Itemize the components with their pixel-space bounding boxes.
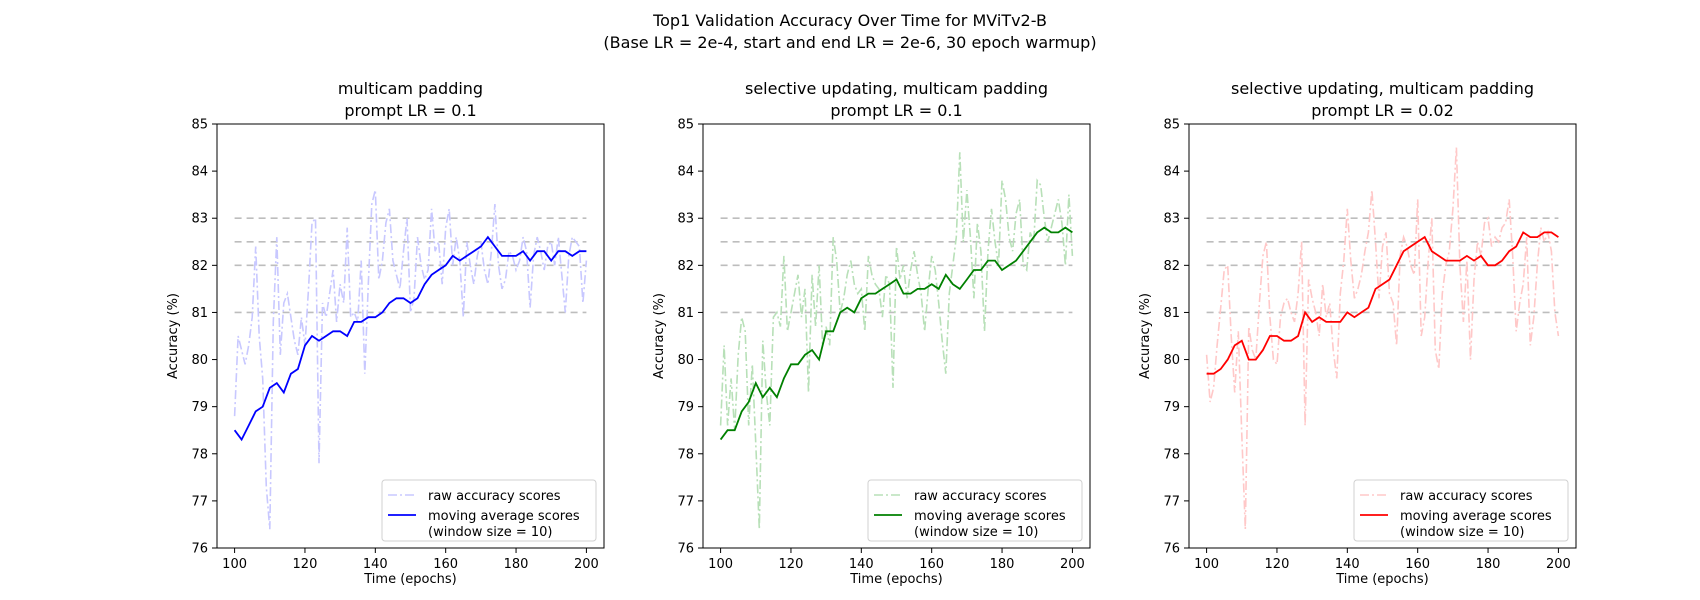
y-tick-label: 85 [1163, 118, 1180, 133]
y-tick-label: 83 [1163, 212, 1180, 227]
raw-series-line [1205, 147, 1560, 530]
y-tick-label: 84 [677, 165, 694, 180]
x-tick-label: 140 [363, 557, 388, 572]
x-tick-label: 120 [1265, 557, 1290, 572]
legend-label: moving average scores [914, 509, 1066, 524]
y-tick-label: 76 [677, 542, 694, 557]
legend-box [867, 479, 1083, 542]
chart-panel-3: selective updating, multicam padding prom… [1138, 79, 1577, 587]
y-axis-label: Accuracy (%) [166, 293, 181, 379]
x-tick-label: 140 [1335, 557, 1360, 572]
y-tick-label: 80 [677, 353, 694, 368]
legend-label: moving average scores [1400, 509, 1552, 524]
chart-title: prompt LR = 0.02 [1311, 101, 1454, 120]
y-axis-label: Accuracy (%) [1138, 293, 1153, 379]
x-tick-label: 120 [779, 557, 804, 572]
raw-series-line [719, 152, 1074, 530]
x-tick-label: 160 [1405, 557, 1430, 572]
moving-average-line [233, 235, 587, 442]
x-tick-label: 180 [1476, 557, 1501, 572]
chart-panel-1: multicam padding prompt LR = 0.1 100 120 140… [166, 79, 605, 587]
legend-label: raw accuracy scores [914, 489, 1047, 504]
legend-label: (window size = 10) [1400, 525, 1525, 540]
legend: raw accuracy scores moving average scores… [867, 479, 1083, 542]
y-tick-label: 78 [191, 447, 208, 462]
y-tick-label: 77 [191, 494, 208, 509]
legend: raw accuracy scores moving average scores… [381, 479, 597, 542]
legend-label: (window size = 10) [914, 525, 1039, 540]
x-tick-label: 200 [1060, 557, 1085, 572]
y-tick-label: 84 [1163, 165, 1180, 180]
y-tick-label: 80 [191, 353, 208, 368]
y-tick-label: 84 [191, 165, 208, 180]
y-tick-label: 78 [1163, 447, 1180, 462]
y-tick-label: 78 [677, 447, 694, 462]
chart-title: multicam padding [338, 79, 483, 98]
y-tick-label: 81 [677, 306, 694, 321]
chart-title: selective updating, multicam padding [1231, 79, 1534, 98]
x-tick-label: 180 [990, 557, 1015, 572]
legend-label: moving average scores [428, 509, 580, 524]
legend-label: raw accuracy scores [428, 489, 561, 504]
x-axis-label: Time (epochs) [849, 572, 942, 587]
x-tick-label: 100 [222, 557, 247, 572]
y-tick-label: 79 [677, 400, 694, 415]
chart-panels: multicam padding prompt LR = 0.1 100 120 140… [166, 79, 1577, 587]
chart-title: prompt LR = 0.1 [830, 101, 962, 120]
x-tick-label: 100 [708, 557, 733, 572]
plot-frame [1188, 123, 1577, 549]
figure-title-line2: (Base LR = 2e-4, start and end LR = 2e-6… [603, 33, 1096, 52]
plot-frame [702, 123, 1091, 549]
x-axis-label: Time (epochs) [1335, 572, 1428, 587]
plot-frame [216, 123, 605, 549]
y-tick-label: 85 [191, 118, 208, 133]
x-tick-label: 120 [293, 557, 318, 572]
y-tick-label: 77 [677, 494, 694, 509]
y-tick-label: 80 [1163, 353, 1180, 368]
x-tick-label: 200 [1546, 557, 1571, 572]
y-tick-label: 81 [191, 306, 208, 321]
figure-title-line1: Top1 Validation Accuracy Over Time for M… [652, 11, 1047, 30]
y-tick-label: 79 [1163, 400, 1180, 415]
chart-panel-2: selective updating, multicam padding prom… [652, 79, 1091, 587]
y-axis-label: Accuracy (%) [652, 293, 667, 379]
legend-label: (window size = 10) [428, 525, 553, 540]
y-tick-label: 76 [191, 542, 208, 557]
x-tick-label: 100 [1194, 557, 1219, 572]
chart-title: selective updating, multicam padding [745, 79, 1048, 98]
moving-average-line [719, 226, 1073, 441]
legend-box [1353, 479, 1569, 542]
legend-box [381, 479, 597, 542]
x-tick-label: 160 [433, 557, 458, 572]
x-tick-label: 160 [919, 557, 944, 572]
legend: raw accuracy scores moving average scores… [1353, 479, 1569, 542]
x-axis-label: Time (epochs) [363, 572, 456, 587]
raw-series-line [233, 189, 588, 530]
chart-title: prompt LR = 0.1 [344, 101, 476, 120]
y-tick-label: 76 [1163, 542, 1180, 557]
y-tick-label: 77 [1163, 494, 1180, 509]
y-tick-label: 85 [677, 118, 694, 133]
y-tick-label: 81 [1163, 306, 1180, 321]
x-tick-label: 140 [849, 557, 874, 572]
y-tick-label: 82 [191, 259, 208, 274]
y-tick-label: 83 [191, 212, 208, 227]
legend-label: raw accuracy scores [1400, 489, 1533, 504]
moving-average-line [1206, 231, 1559, 375]
x-tick-label: 200 [574, 557, 599, 572]
y-tick-label: 83 [677, 212, 694, 227]
y-tick-label: 82 [677, 259, 694, 274]
y-tick-label: 79 [191, 400, 208, 415]
y-tick-label: 82 [1163, 259, 1180, 274]
x-tick-label: 180 [504, 557, 529, 572]
